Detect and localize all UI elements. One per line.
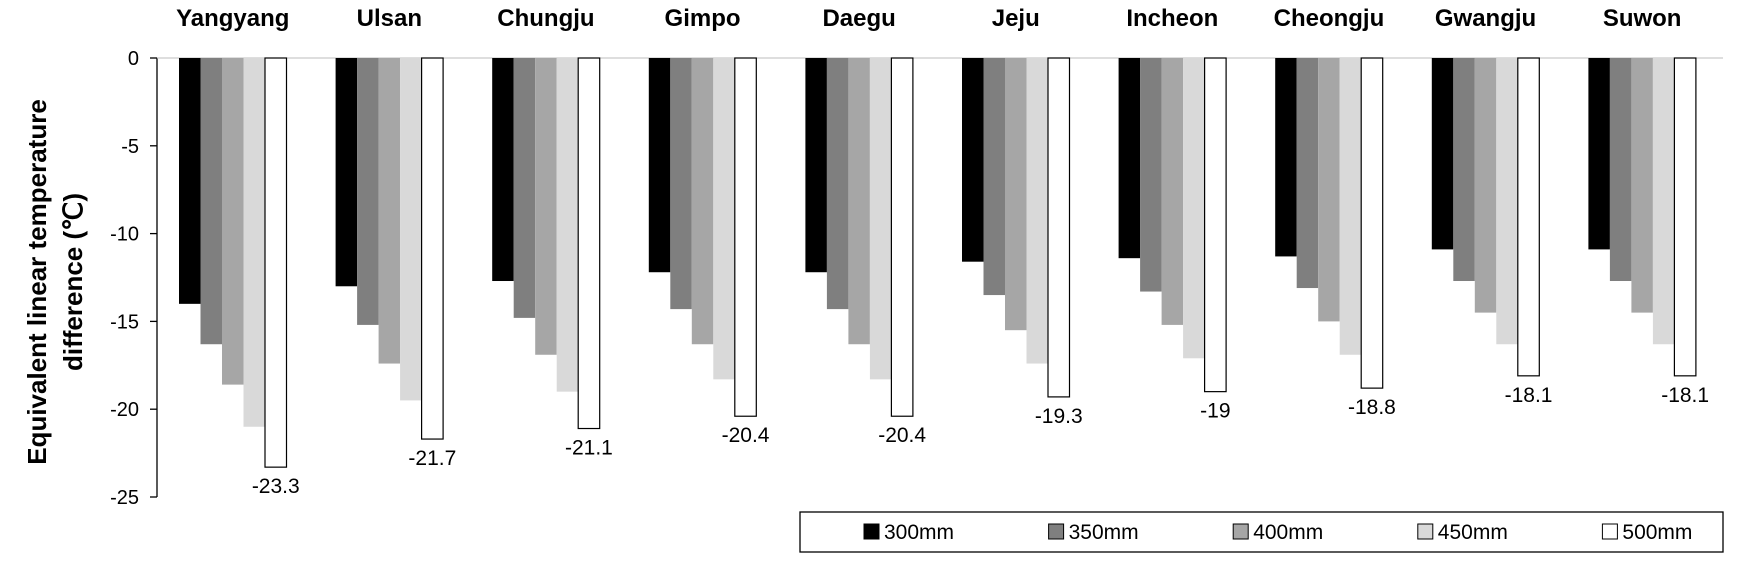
data-labels: -23.3 -21.7 -21.1 -20.4 -20.4 -19.3 -19 -18.8 -1… — [252, 384, 1709, 498]
data-label: -21.1 — [565, 437, 613, 460]
bar-500mm — [577, 57, 601, 430]
bar-350mm — [1296, 58, 1319, 289]
bar-450mm — [1026, 58, 1048, 364]
y-tick-label: 0 — [128, 48, 139, 70]
legend-swatch — [1417, 523, 1434, 540]
bar-400mm — [378, 58, 401, 364]
bar-500mm — [264, 57, 288, 468]
bar-500mm — [1360, 57, 1384, 389]
bar-300mm — [1431, 58, 1454, 250]
data-label: -18.1 — [1505, 384, 1553, 407]
y-tick-label: -5 — [121, 136, 139, 158]
bar-400mm — [222, 58, 244, 385]
bar-300mm — [1275, 58, 1297, 257]
bar-300mm — [179, 58, 201, 304]
bar-350mm — [670, 58, 692, 310]
bar-400mm — [1631, 58, 1653, 313]
bar-450mm — [1183, 58, 1205, 359]
bar-350mm — [1609, 58, 1632, 282]
bar-450mm — [1339, 58, 1362, 355]
bar-500mm — [1673, 57, 1697, 377]
bar-400mm — [1318, 58, 1340, 322]
bar-450mm — [869, 58, 892, 380]
bar-300mm — [492, 58, 514, 282]
bar-400mm — [535, 58, 557, 355]
bar-350mm — [1453, 58, 1475, 282]
y-tick-label: -15 — [110, 311, 139, 333]
category-label: Chungju — [497, 5, 594, 32]
bar-500mm — [1047, 57, 1071, 398]
bar-450mm — [400, 58, 422, 401]
bar-400mm — [1005, 58, 1027, 331]
data-label: -20.4 — [722, 424, 770, 447]
y-axis-label-line-2: difference (℃) — [58, 193, 88, 371]
y-tick-label: -10 — [110, 224, 139, 246]
bar-300mm — [648, 58, 671, 273]
bar-500mm — [734, 57, 757, 417]
bar-500mm — [890, 57, 914, 417]
category-label: Gwangju — [1435, 5, 1536, 32]
category-label: Yangyang — [176, 5, 289, 32]
bar-300mm — [1588, 58, 1610, 250]
category-labels: Yangyang Ulsan Chungju Gimpo Daegu Jeju Incheo… — [176, 5, 1681, 32]
category-label: Suwon — [1603, 5, 1682, 32]
y-axis-label-line-1: Equivalent linear temperature — [22, 99, 52, 465]
bar-500mm — [1203, 57, 1227, 393]
legend-swatch — [1232, 523, 1249, 540]
data-label: -19.3 — [1035, 405, 1083, 428]
legend-label: 300mm — [884, 521, 954, 544]
bar-450mm — [1496, 58, 1518, 345]
category-label: Cheongju — [1274, 5, 1385, 32]
category-label: Daegu — [822, 5, 895, 32]
bar-350mm — [1140, 58, 1162, 292]
legend-label: 350mm — [1069, 521, 1139, 544]
bar-450mm — [1652, 58, 1675, 345]
bar-400mm — [1161, 58, 1184, 325]
legend-label: 450mm — [1438, 521, 1508, 544]
y-tick-label: -20 — [110, 399, 139, 421]
bar-350mm — [983, 58, 1005, 296]
legend-swatch — [1601, 523, 1618, 540]
bar-350mm — [357, 58, 379, 325]
legend-swatch — [1048, 523, 1065, 540]
legend-box — [799, 511, 1724, 553]
bar-350mm — [826, 58, 849, 310]
bar-500mm — [421, 57, 444, 440]
bar-400mm — [691, 58, 714, 345]
bar-450mm — [243, 58, 265, 427]
bar-400mm — [848, 58, 870, 345]
bar-350mm — [513, 58, 536, 318]
data-label: -18.1 — [1661, 384, 1709, 407]
legend-label: 500mm — [1622, 521, 1692, 544]
data-label: -18.8 — [1348, 396, 1396, 419]
bar-400mm — [1474, 58, 1497, 313]
category-label: Jeju — [992, 5, 1040, 32]
bar-300mm — [1118, 58, 1141, 259]
bars — [179, 57, 1697, 468]
category-label: Gimpo — [665, 5, 741, 32]
bar-500mm — [1517, 57, 1540, 377]
legend-label: 400mm — [1253, 521, 1323, 544]
data-label: -21.7 — [408, 447, 456, 470]
bar-450mm — [556, 58, 579, 392]
data-label: -23.3 — [252, 475, 300, 498]
bar-350mm — [200, 58, 222, 345]
category-label: Incheon — [1126, 5, 1218, 32]
data-label: -20.4 — [878, 424, 926, 447]
bar-300mm — [805, 58, 827, 273]
data-label: -19 — [1200, 400, 1230, 423]
y-tick-label: -25 — [110, 487, 139, 509]
legend-swatch — [863, 523, 880, 540]
category-label: Ulsan — [357, 5, 422, 32]
bar-450mm — [713, 58, 735, 380]
bar-300mm — [335, 58, 358, 287]
bar-300mm — [962, 58, 984, 262]
legend: 300mm 350mm 400mm 450mm 500mm — [799, 511, 1724, 553]
